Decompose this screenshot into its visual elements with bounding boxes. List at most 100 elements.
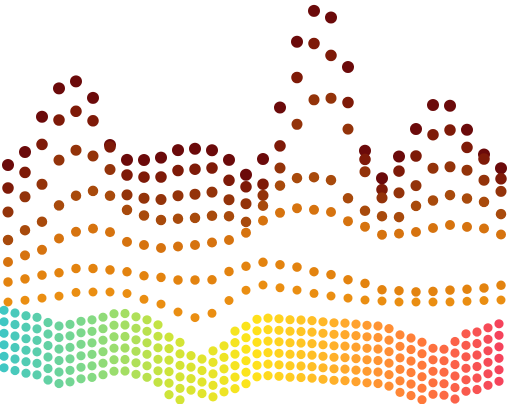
wave-dot: [444, 189, 456, 201]
wave-dot: [274, 314, 284, 324]
wave-dot: [325, 11, 337, 24]
wave-dot: [296, 372, 306, 383]
wave-dot: [19, 191, 31, 203]
wave-dot: [240, 168, 252, 181]
wave-dot: [252, 326, 262, 336]
wave-dot: [395, 376, 405, 386]
wave-dot: [274, 180, 286, 191]
wave-dot: [362, 378, 372, 388]
wave-dot: [342, 123, 354, 135]
wave-dot: [190, 313, 200, 323]
wave-dot: [292, 285, 302, 295]
wave-dot: [104, 190, 116, 202]
wave-dot: [98, 358, 108, 368]
wave-dot: [156, 299, 166, 309]
wave-dot: [19, 166, 31, 179]
wave-dot: [351, 354, 361, 364]
wave-dot: [54, 233, 64, 244]
wave-dot: [65, 377, 75, 387]
wave-dot: [206, 144, 218, 157]
lower-wave-row: [0, 351, 504, 402]
wave-dot: [495, 162, 507, 175]
wave-dot: [164, 390, 174, 400]
wave-dot: [208, 357, 218, 367]
wave-dot: [394, 297, 404, 307]
wave-dot: [461, 329, 471, 339]
wave-dot: [496, 229, 506, 240]
wave-dot: [252, 360, 262, 370]
upper-wave-row: [3, 280, 506, 323]
wave-dot: [329, 329, 339, 339]
wave-dot: [109, 309, 119, 319]
wave-dot: [153, 331, 163, 341]
wave-dot: [172, 213, 184, 224]
wave-dot: [285, 326, 295, 336]
wave-dot: [121, 204, 133, 216]
wave-dot: [274, 348, 284, 358]
wave-dot: [87, 338, 97, 348]
wave-dot: [219, 341, 229, 351]
wave-dot: [138, 192, 150, 204]
wave-dot: [54, 378, 64, 389]
wave-dot: [186, 385, 196, 395]
wave-dot: [241, 379, 251, 389]
wave-dot: [307, 339, 317, 349]
wave-dot: [207, 237, 217, 248]
wave-dot: [362, 366, 372, 376]
wave-dot: [274, 162, 286, 174]
wave-dot: [384, 358, 394, 368]
wave-dot: [206, 162, 218, 174]
wave-dot: [172, 164, 184, 177]
wave-dot: [376, 210, 388, 222]
wave-dot: [285, 315, 295, 325]
wave-dot: [296, 338, 306, 348]
wave-dot: [3, 277, 13, 287]
wave-dot: [190, 275, 200, 285]
wave-dot: [104, 141, 116, 153]
wave-dot: [309, 266, 319, 277]
wave-dot: [3, 297, 13, 307]
wave-dot: [263, 325, 273, 335]
wave-dot: [2, 159, 14, 171]
wave-dot: [122, 289, 132, 298]
wave-dot: [483, 346, 493, 356]
wave-dot: [76, 374, 86, 384]
wave-dot: [70, 190, 82, 201]
wave-dot: [376, 192, 388, 204]
wave-dot: [343, 216, 353, 227]
wave-dot: [257, 189, 269, 201]
wave-dot: [362, 355, 372, 365]
wave-dot: [329, 352, 339, 362]
wave-dot: [377, 296, 387, 306]
upper-wave-row: [3, 203, 506, 267]
wave-dot: [296, 349, 306, 360]
wave-dot: [291, 172, 303, 184]
wave-dot: [65, 342, 75, 352]
wave-dot: [394, 228, 404, 239]
wave-dot: [308, 94, 320, 106]
wave-dot: [308, 37, 320, 50]
wave-dot: [411, 297, 421, 307]
wave-dot: [478, 196, 490, 208]
wave-dot: [362, 320, 372, 330]
wave-dot: [121, 189, 133, 201]
wave-dot: [219, 375, 229, 385]
wave-dot: [138, 171, 150, 183]
wave-dot: [109, 355, 119, 365]
wave-dot: [340, 318, 350, 328]
wave-dot: [109, 320, 119, 330]
wave-dot: [87, 372, 97, 382]
wave-dot: [175, 372, 185, 382]
wave-dot: [494, 365, 504, 375]
wave-dot: [208, 369, 218, 379]
wave-dot: [70, 144, 82, 156]
wave-dot: [53, 114, 65, 126]
wave-dot: [175, 395, 185, 404]
wave-dot: [342, 193, 354, 204]
wave-dot: [10, 342, 20, 353]
wave-dot: [428, 366, 438, 376]
wave-dot: [0, 340, 9, 350]
wave-dot: [76, 339, 86, 349]
wave-dot: [87, 150, 99, 162]
wave-dot: [257, 200, 269, 211]
